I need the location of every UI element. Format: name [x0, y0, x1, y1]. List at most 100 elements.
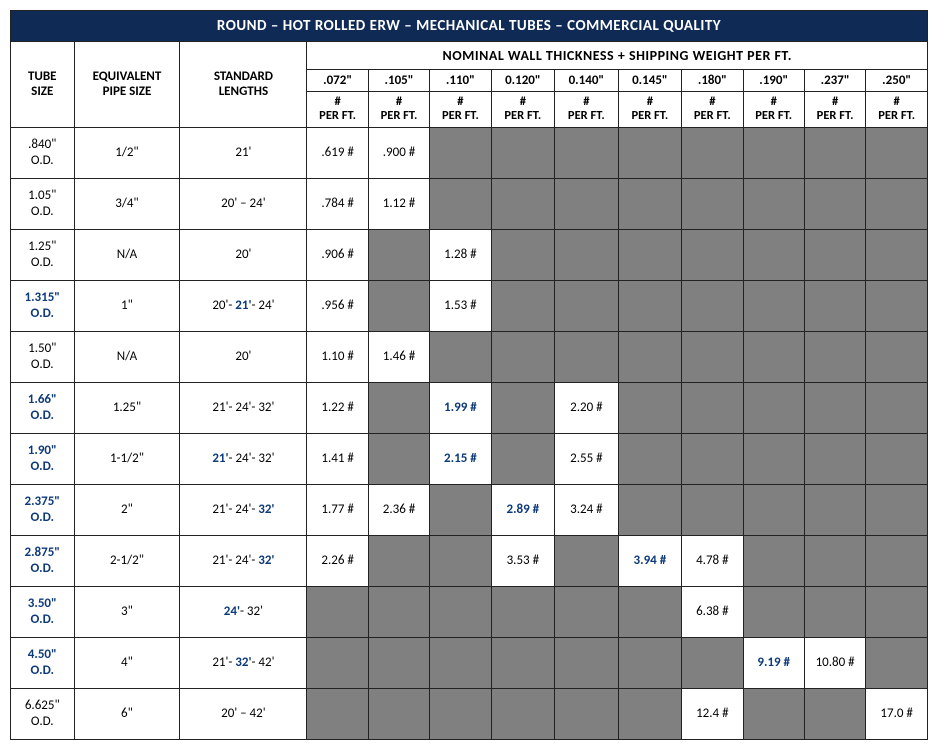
cell-1-0: .784 # [307, 178, 368, 229]
col-header-thickness-8: .237" [804, 70, 865, 92]
cell-8-8 [804, 535, 865, 586]
pipe-size-8: 2-1/2" [74, 535, 180, 586]
cell-11-2 [430, 688, 491, 739]
cell-7-0: 1.77 # [307, 484, 368, 535]
tube-size-7: 2.375"O.D. [11, 484, 75, 535]
col-header-thickness-4: 0.140" [555, 70, 619, 92]
cell-10-9 [866, 637, 928, 688]
cell-6-2: 2.15 # [430, 433, 491, 484]
cell-4-5 [618, 331, 682, 382]
cell-0-3 [491, 127, 555, 178]
cell-9-3 [491, 586, 555, 637]
cell-1-5 [618, 178, 682, 229]
mechanical-tubes-table: ROUND – HOT ROLLED ERW – MECHANICAL TUBE… [10, 10, 928, 740]
lengths-5: 21'- 24'- 32' [180, 382, 307, 433]
cell-6-9 [866, 433, 928, 484]
cell-1-2 [430, 178, 491, 229]
col-subheader-perft-7: #PER FT. [743, 92, 804, 128]
cell-0-6 [682, 127, 743, 178]
cell-2-7 [743, 229, 804, 280]
cell-5-5 [618, 382, 682, 433]
lengths-2: 20' [180, 229, 307, 280]
lengths-11: 20' – 42' [180, 688, 307, 739]
cell-11-4 [555, 688, 619, 739]
tube-size-10: 4.50"O.D. [11, 637, 75, 688]
cell-10-0 [307, 637, 368, 688]
cell-9-8 [804, 586, 865, 637]
cell-7-1: 2.36 # [368, 484, 429, 535]
lengths-1: 20' – 24' [180, 178, 307, 229]
cell-9-4 [555, 586, 619, 637]
cell-10-8: 10.80 # [804, 637, 865, 688]
cell-6-3 [491, 433, 555, 484]
cell-10-5 [618, 637, 682, 688]
cell-10-2 [430, 637, 491, 688]
cell-0-2 [430, 127, 491, 178]
table-title: ROUND – HOT ROLLED ERW – MECHANICAL TUBE… [11, 11, 928, 42]
cell-5-9 [866, 382, 928, 433]
col-header-lengths: STANDARDLENGTHS [180, 42, 307, 128]
cell-4-8 [804, 331, 865, 382]
cell-8-0: 2.26 # [307, 535, 368, 586]
col-subheader-perft-0: #PER FT. [307, 92, 368, 128]
col-subheader-perft-6: #PER FT. [682, 92, 743, 128]
cell-7-4: 3.24 # [555, 484, 619, 535]
col-subheader-perft-1: #PER FT. [368, 92, 429, 128]
cell-4-3 [491, 331, 555, 382]
cell-7-9 [866, 484, 928, 535]
cell-1-1: 1.12 # [368, 178, 429, 229]
cell-1-6 [682, 178, 743, 229]
cell-5-3 [491, 382, 555, 433]
pipe-size-1: 3/4" [74, 178, 180, 229]
col-header-thickness-9: .250" [866, 70, 928, 92]
pipe-size-0: 1/2" [74, 127, 180, 178]
cell-2-6 [682, 229, 743, 280]
tube-size-1: 1.05"O.D. [11, 178, 75, 229]
cell-9-6: 6.38 # [682, 586, 743, 637]
cell-10-3 [491, 637, 555, 688]
pipe-size-7: 2" [74, 484, 180, 535]
cell-11-9: 17.0 # [866, 688, 928, 739]
cell-6-0: 1.41 # [307, 433, 368, 484]
cell-8-9 [866, 535, 928, 586]
cell-3-5 [618, 280, 682, 331]
cell-8-5: 3.94 # [618, 535, 682, 586]
cell-4-7 [743, 331, 804, 382]
cell-0-7 [743, 127, 804, 178]
cell-11-3 [491, 688, 555, 739]
cell-2-2: 1.28 # [430, 229, 491, 280]
cell-2-0: .906 # [307, 229, 368, 280]
cell-0-1: .900 # [368, 127, 429, 178]
pipe-size-9: 3" [74, 586, 180, 637]
cell-0-0: .619 # [307, 127, 368, 178]
cell-11-1 [368, 688, 429, 739]
lengths-8: 21'- 24'- 32' [180, 535, 307, 586]
cell-1-3 [491, 178, 555, 229]
col-header-thickness-7: .190" [743, 70, 804, 92]
cell-1-9 [866, 178, 928, 229]
cell-7-8 [804, 484, 865, 535]
lengths-6: 21'- 24'- 32' [180, 433, 307, 484]
lengths-0: 21' [180, 127, 307, 178]
col-header-tube-size: TUBESIZE [11, 42, 75, 128]
cell-2-9 [866, 229, 928, 280]
pipe-size-3: 1" [74, 280, 180, 331]
cell-8-3: 3.53 # [491, 535, 555, 586]
tube-size-11: 6.625"O.D. [11, 688, 75, 739]
cell-7-2 [430, 484, 491, 535]
cell-6-8 [804, 433, 865, 484]
cell-4-9 [866, 331, 928, 382]
cell-9-2 [430, 586, 491, 637]
cell-5-1 [368, 382, 429, 433]
cell-7-3: 2.89 # [491, 484, 555, 535]
col-header-pipe-size: EQUIVALENTPIPE SIZE [74, 42, 180, 128]
lengths-4: 20' [180, 331, 307, 382]
lengths-10: 21'- 32'- 42' [180, 637, 307, 688]
cell-5-8 [804, 382, 865, 433]
cell-1-7 [743, 178, 804, 229]
cell-8-1 [368, 535, 429, 586]
pipe-size-10: 4" [74, 637, 180, 688]
cell-7-7 [743, 484, 804, 535]
col-header-thickness-1: .105" [368, 70, 429, 92]
cell-1-4 [555, 178, 619, 229]
